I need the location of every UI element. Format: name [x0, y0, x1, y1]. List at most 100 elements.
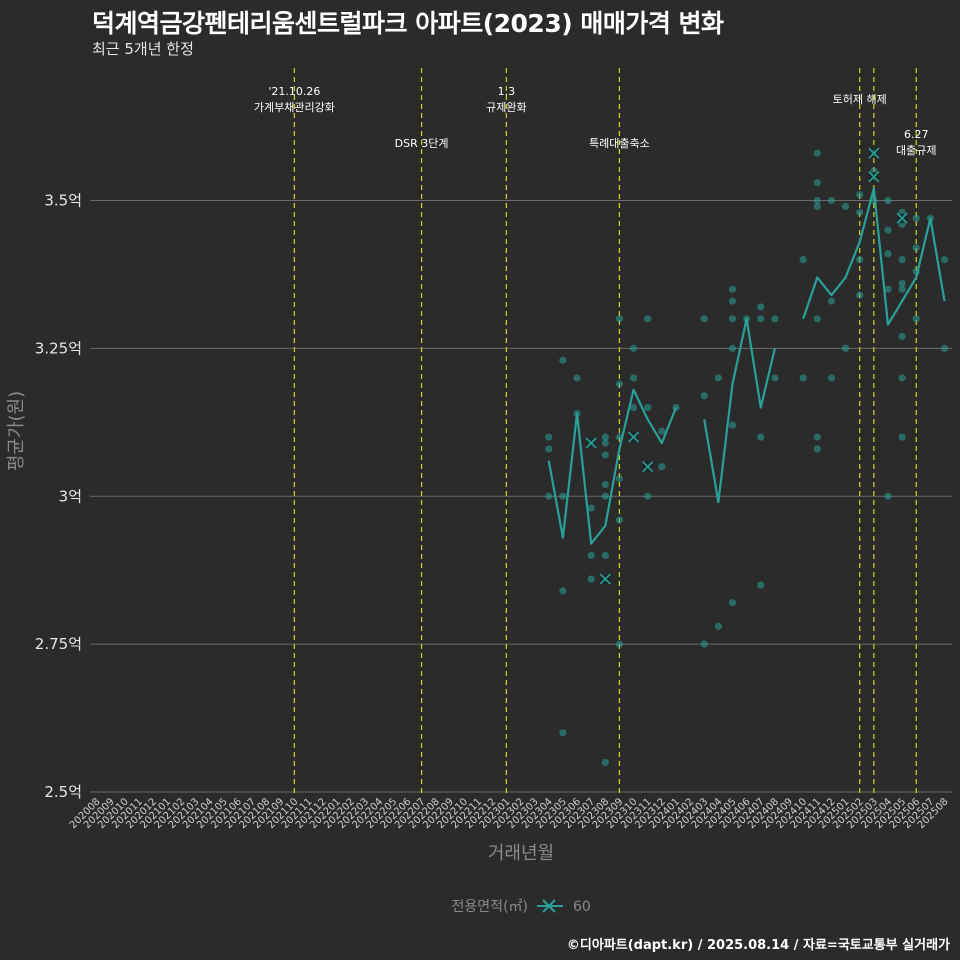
transaction-point — [587, 504, 595, 512]
transaction-point — [799, 256, 807, 264]
transaction-point — [644, 315, 652, 323]
event-label: 가계부채관리강화 — [254, 101, 335, 114]
transaction-point — [615, 474, 624, 483]
transaction-point — [813, 149, 821, 157]
source-caption: ©디아파트(dapt.kr) / 2025.08.14 / 자료=국토교통부 실… — [566, 938, 950, 953]
transaction-point — [771, 315, 779, 323]
transaction-point — [615, 516, 624, 524]
transaction-point — [898, 332, 906, 341]
chart-title: 덕계역금강펜테리움센트럴파크 아파트(2023) 매매가격 변화 — [92, 9, 724, 38]
y-axis-title: 평균가(원) — [6, 391, 27, 471]
transaction-point — [629, 344, 638, 352]
transaction-point — [700, 315, 708, 323]
transaction-point — [856, 190, 864, 199]
chart-subtitle: 최근 5개년 한정 — [92, 40, 194, 58]
transaction-point — [545, 492, 553, 500]
transaction-point — [728, 315, 737, 323]
x-marker-stroke — [642, 461, 654, 473]
transaction-point — [601, 492, 609, 500]
transaction-point — [813, 196, 821, 205]
transaction-point — [856, 291, 864, 299]
transaction-point — [813, 445, 821, 453]
transaction-points — [545, 149, 949, 767]
transaction-point — [629, 403, 638, 412]
transaction-point — [587, 551, 595, 560]
y-tick-label: 3.25억 — [35, 339, 82, 357]
transaction-point — [898, 433, 906, 441]
x-marker-stroke — [628, 431, 640, 443]
event-label: 규제완화 — [486, 101, 526, 114]
transaction-point — [898, 285, 906, 293]
transaction-point — [728, 285, 737, 293]
legend-label: 60 — [573, 899, 591, 915]
transaction-point — [700, 392, 708, 400]
x-marker — [628, 431, 640, 443]
transaction-point — [601, 480, 609, 489]
transaction-point — [714, 374, 722, 382]
transaction-point — [827, 297, 836, 305]
x-marker-stroke — [896, 212, 908, 224]
transaction-point — [827, 196, 836, 205]
x-marker-stroke — [599, 573, 611, 585]
average-price-segment — [703, 317, 776, 504]
event-label: 6.27 — [904, 128, 929, 141]
transaction-point — [884, 285, 892, 293]
x-axis-title: 거래년월 — [488, 843, 554, 864]
transaction-point — [799, 374, 807, 382]
event-label: 토허제 해제 — [833, 92, 887, 106]
transaction-point — [912, 315, 920, 323]
x-marker-stroke — [585, 437, 597, 449]
event-label: DSR 3단계 — [395, 137, 449, 150]
transaction-point — [587, 575, 595, 583]
highlight-x-markers — [585, 147, 908, 585]
transaction-point — [757, 303, 765, 311]
transaction-point — [856, 256, 864, 264]
event-label: 특례대출축소 — [589, 137, 650, 150]
transaction-point — [545, 445, 553, 453]
transaction-point — [757, 433, 765, 441]
transaction-point — [601, 439, 609, 447]
transaction-point — [813, 179, 821, 187]
transaction-point — [644, 492, 652, 500]
x-marker-stroke — [868, 171, 880, 183]
transaction-point — [644, 403, 652, 412]
transaction-point — [700, 640, 708, 648]
x-marker — [585, 437, 597, 449]
y-gridlines — [90, 200, 952, 793]
transaction-point — [771, 374, 779, 382]
transaction-point — [615, 640, 624, 648]
transaction-point — [601, 551, 609, 560]
transaction-point — [912, 244, 920, 252]
average-price-segment — [547, 388, 677, 545]
transaction-point — [545, 433, 553, 441]
transaction-point — [841, 344, 850, 352]
legend-title: 전용면적(㎡) — [452, 899, 528, 915]
average-price-segment — [802, 187, 946, 326]
legend-x-swatch — [542, 899, 556, 913]
transaction-point — [728, 297, 737, 305]
y-tick-label: 2.5억 — [44, 783, 82, 801]
transaction-point — [601, 451, 609, 459]
transaction-point — [559, 587, 567, 595]
y-tick-label: 2.75억 — [35, 635, 82, 653]
x-marker — [896, 212, 908, 224]
transaction-point — [573, 374, 581, 382]
transaction-point — [615, 380, 624, 388]
transaction-point — [884, 250, 892, 258]
x-marker — [868, 147, 880, 159]
x-marker-stroke — [868, 147, 880, 159]
transaction-point — [728, 421, 737, 429]
transaction-point — [898, 256, 906, 264]
transaction-point — [884, 492, 892, 500]
transaction-point — [813, 202, 821, 211]
transaction-point — [841, 202, 850, 211]
transaction-point — [757, 315, 765, 323]
transaction-point — [757, 581, 765, 589]
transaction-point — [601, 433, 609, 441]
transaction-point — [728, 599, 737, 607]
transaction-point — [912, 214, 920, 222]
transaction-point — [559, 492, 567, 500]
x-marker — [642, 461, 654, 473]
transaction-point — [559, 729, 567, 737]
